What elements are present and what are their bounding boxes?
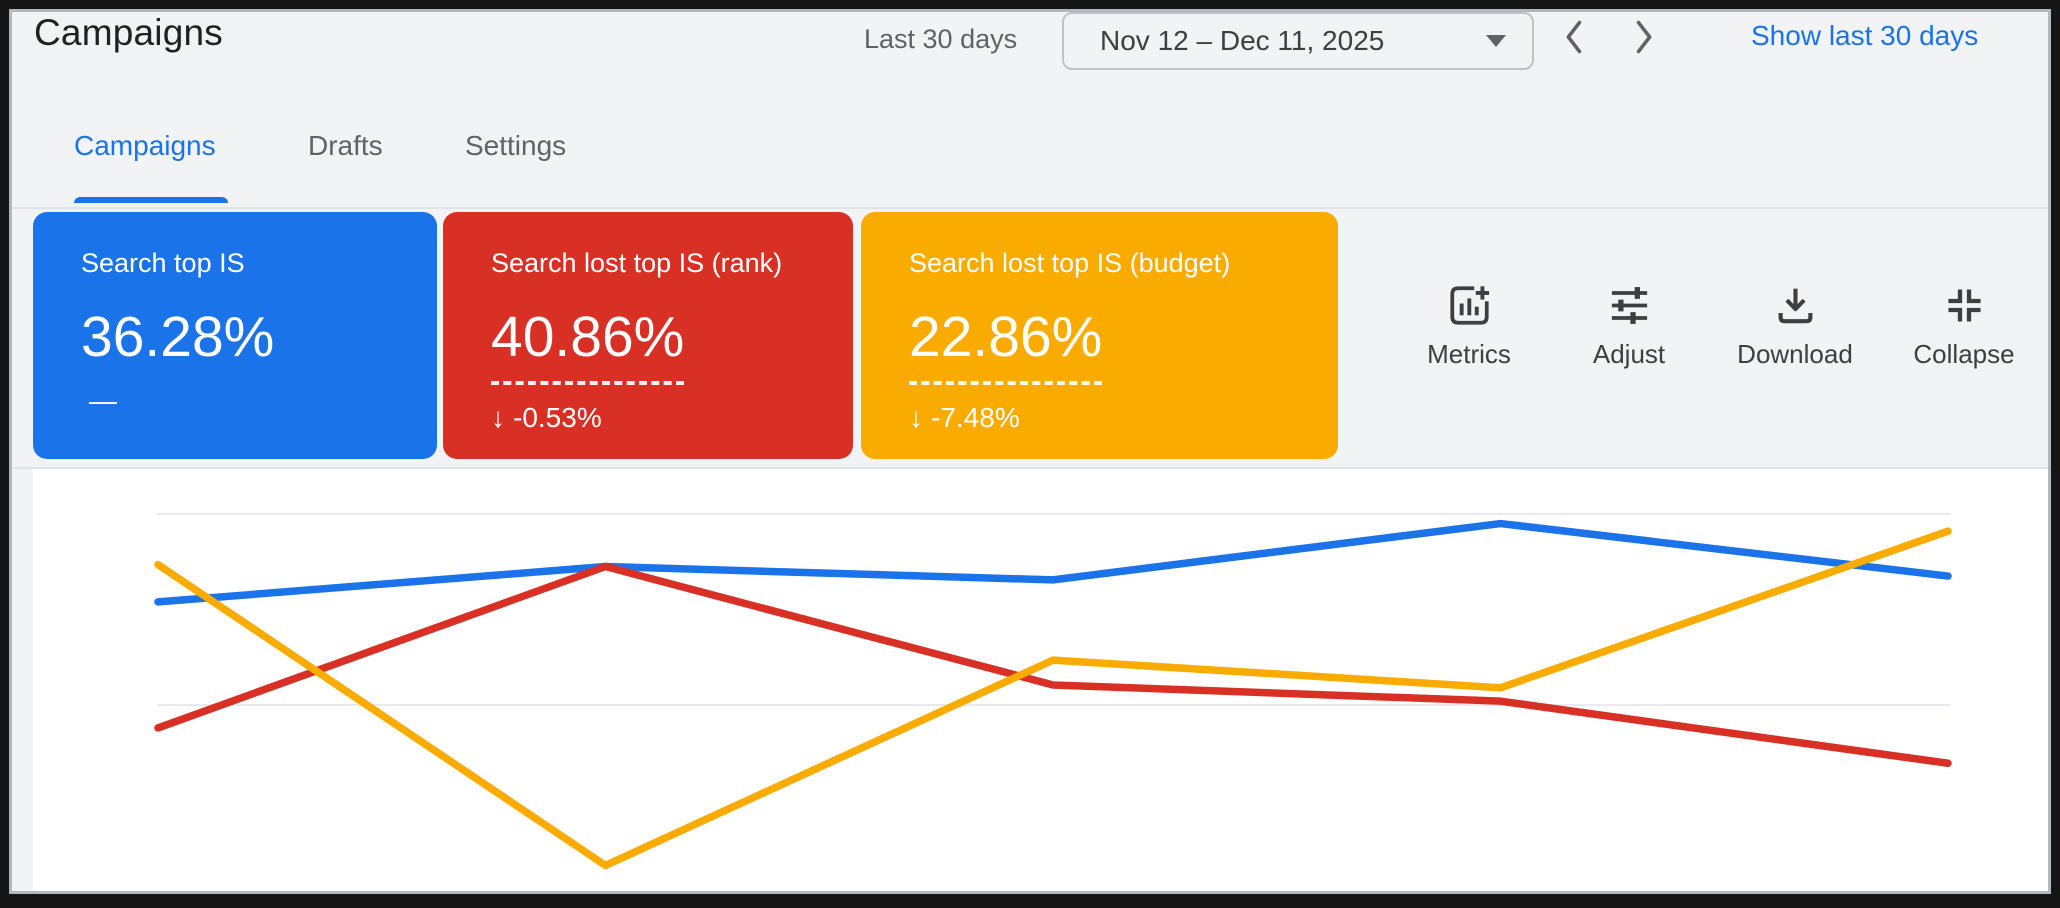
page-title: Campaigns [34,12,223,53]
down-arrow-icon: ↓ [909,401,923,433]
tab-drafts[interactable]: Drafts [308,130,383,161]
scorecard-search-top-is[interactable]: Search top IS 36.28% — [33,212,437,459]
scorecard-search-lost-top-is-budget[interactable]: Search lost top IS (budget) 22.86% ↓ -7.… [861,212,1338,459]
chart-line [154,527,1952,870]
scorecard-value: 22.86% [909,307,1103,385]
tab-settings[interactable]: Settings [465,130,567,161]
sliders-icon [1611,287,1647,324]
metrics-button[interactable]: Metrics [1403,282,1535,370]
scorecard-delta: — [81,385,407,417]
scorecard-search-lost-top-is-rank[interactable]: Search lost top IS (rank) 40.86% ↓ -0.53… [443,212,853,459]
chart-line [154,519,1952,606]
performance-line-chart [154,513,1952,870]
chevron-left-icon [1566,20,1582,54]
collapse-icon [1947,289,1981,322]
range-preset-label: Last 30 days [864,24,1018,54]
active-tab-indicator [74,197,228,203]
chart-line [154,562,1952,768]
previous-date-range-button[interactable] [1552,14,1598,60]
date-range-picker[interactable]: Nov 12 – Dec 11, 2025 [1062,12,1534,70]
date-range-value: Nov 12 – Dec 11, 2025 [1100,25,1385,56]
tabs-divider [9,207,2051,209]
scorecard-delta: ↓ -0.53% [491,402,823,434]
down-arrow-icon: ↓ [491,401,505,433]
delta-text: -0.53% [513,401,602,433]
scorecard-label: Search lost top IS (rank) [491,248,783,278]
delta-text: — [89,384,117,416]
collapse-button[interactable]: Collapse [1898,282,2030,370]
metrics-button-label: Metrics [1427,339,1511,369]
show-last-30-days-link[interactable]: Show last 30 days [1751,20,1979,51]
download-button[interactable]: Download [1729,282,1861,370]
download-icon [1778,288,1812,324]
scorecard-label: Search lost top IS (budget) [909,248,1231,278]
dropdown-caret-icon [1486,35,1506,47]
bar-chart-plus-icon [1449,286,1489,325]
adjust-button-label: Adjust [1592,339,1666,369]
scorecard-value: 40.86% [491,307,685,385]
download-button-label: Download [1737,339,1853,369]
next-date-range-button[interactable] [1620,14,1666,60]
left-gutter [9,469,33,894]
scorecard-delta: ↓ -7.48% [909,402,1308,434]
scorecard-label: Search top IS [81,248,245,278]
adjust-button[interactable]: Adjust [1563,282,1695,370]
scorecard-value: 36.28% [81,305,275,369]
chevron-right-icon [1636,20,1652,54]
tab-campaigns[interactable]: Campaigns [74,130,216,161]
chart-panel [9,467,2051,894]
collapse-button-label: Collapse [1913,339,2015,369]
delta-text: -7.48% [931,401,1020,433]
